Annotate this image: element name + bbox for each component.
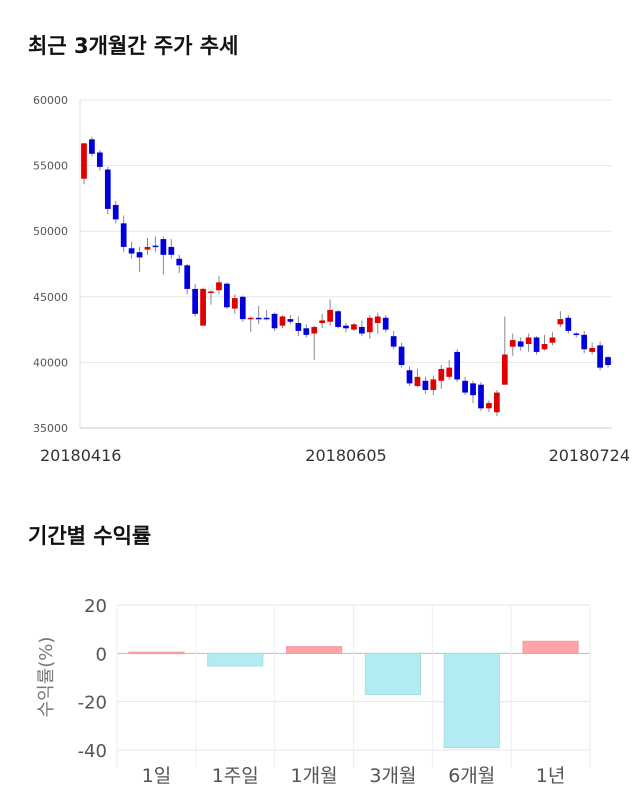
candle-up xyxy=(501,354,508,385)
candle-up xyxy=(446,367,453,377)
y-tick-label: 40000 xyxy=(33,356,68,369)
candle-up xyxy=(200,288,206,326)
x-tick-label: 1주일 xyxy=(212,765,259,787)
x-tick-label: 1년 xyxy=(536,765,566,787)
x-tick-label: 1개월 xyxy=(291,765,338,787)
price-chart-title: 최근 3개월간 주가 추세 xyxy=(28,34,239,58)
candle-down xyxy=(406,370,413,384)
candle-up xyxy=(351,324,357,330)
candle-down xyxy=(517,341,524,347)
candle-up xyxy=(486,403,492,409)
candle-down xyxy=(295,323,302,331)
candle-down xyxy=(382,317,389,330)
candle-down xyxy=(160,239,167,255)
candle-up xyxy=(279,316,286,326)
candle-up xyxy=(311,326,318,334)
candle-up xyxy=(327,309,333,322)
candle-up xyxy=(216,282,222,291)
candle-down xyxy=(359,326,365,334)
candle-up xyxy=(414,376,421,387)
candle-down xyxy=(343,325,349,329)
candle-down xyxy=(152,245,159,248)
candle-up xyxy=(494,392,500,413)
candle-down xyxy=(287,319,294,322)
x-tick-label: 1일 xyxy=(142,765,172,787)
candle-down xyxy=(597,345,603,368)
candle-down xyxy=(176,258,183,266)
candle-down xyxy=(255,317,262,320)
candle-up xyxy=(319,320,326,324)
y-tick-label: 20 xyxy=(84,596,107,617)
candle-up xyxy=(557,319,564,325)
candle-down xyxy=(454,351,461,380)
candlestick-chart: 60000 55000 50000 45000 40000 35000 20180416 20… xyxy=(33,94,630,465)
candle-down xyxy=(470,383,476,396)
y-tick-label: -20 xyxy=(78,693,107,714)
x-tick-label: 3개월 xyxy=(369,765,416,787)
candle-up xyxy=(81,143,87,179)
returns-chart-title: 기간별 수익률 xyxy=(28,524,152,548)
return-bar-negative xyxy=(364,652,422,695)
return-bar-negative xyxy=(443,652,500,749)
candle-down xyxy=(89,139,95,154)
candle-down xyxy=(478,384,484,409)
return-bar-positive xyxy=(285,646,343,654)
return-bar-positive xyxy=(128,651,185,655)
candle-up xyxy=(374,316,381,324)
candle-down xyxy=(263,317,270,320)
x-tick-label: 20180605 xyxy=(305,446,386,465)
x-tick-label: 6개월 xyxy=(448,765,495,787)
candle-down xyxy=(271,313,278,329)
candle-up xyxy=(430,379,437,390)
y-tick-label: 35000 xyxy=(33,422,68,435)
candle-up xyxy=(144,246,151,250)
y-tick-label: 50000 xyxy=(33,225,68,238)
candle-down xyxy=(565,317,572,331)
candle-down xyxy=(136,252,143,258)
candle-up xyxy=(208,291,214,294)
candle-down xyxy=(462,380,468,393)
candle-down xyxy=(581,334,588,350)
candle-up xyxy=(549,337,556,343)
candle-up xyxy=(247,317,254,320)
candle-down xyxy=(192,288,198,314)
candle-down xyxy=(422,380,429,390)
candle-down xyxy=(112,204,119,220)
candle-down xyxy=(128,248,135,254)
y-tick-label: 0 xyxy=(96,644,107,665)
y-tick-label: 45000 xyxy=(33,291,68,304)
candle-up xyxy=(509,340,516,347)
candle-up xyxy=(541,344,548,350)
candle-down xyxy=(239,296,246,320)
candle-down xyxy=(335,311,341,327)
candle-down xyxy=(390,336,397,347)
candle-up xyxy=(231,298,238,309)
candle-down xyxy=(184,265,191,289)
candle-down xyxy=(104,169,111,209)
candle-down xyxy=(224,283,230,308)
candle-down xyxy=(120,223,127,247)
returns-bar-chart: 20 0 -20 -40 1일 1주일 1개월 3개월 6개월 1년 수익률(%) xyxy=(36,596,591,787)
candle-down xyxy=(533,337,540,352)
y-tick-label: 55000 xyxy=(33,160,68,173)
candle-up xyxy=(525,337,532,345)
candle-down xyxy=(96,152,103,167)
candle-down xyxy=(605,357,611,366)
candle-down xyxy=(573,333,580,336)
candle-up xyxy=(366,317,373,333)
x-tick-label: 20180416 xyxy=(40,446,121,465)
y-tick-label: -40 xyxy=(78,741,107,762)
candle-down xyxy=(168,246,175,255)
candle-down xyxy=(398,346,405,366)
x-tick-label: 20180724 xyxy=(549,446,630,465)
candle-down xyxy=(303,328,310,335)
y-axis-title: 수익률(%) xyxy=(36,637,57,718)
y-tick-label: 60000 xyxy=(33,94,68,107)
return-bar-positive xyxy=(522,640,579,654)
candle-up xyxy=(438,368,445,381)
return-bar-negative xyxy=(207,652,264,667)
candle-up xyxy=(589,347,596,352)
